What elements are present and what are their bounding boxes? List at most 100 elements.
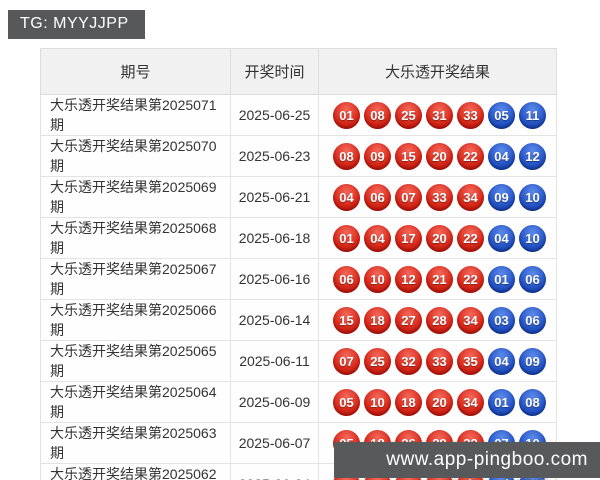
site-footer-bar: www.app-pingboo.com bbox=[334, 442, 600, 478]
front-ball: 28 bbox=[426, 306, 453, 334]
table-row: 大乐透开奖结果第2025068期 2025-06-18 01 04 17 20 22 04… bbox=[40, 217, 557, 259]
front-ball: 04 bbox=[364, 224, 391, 252]
table-row: 大乐透开奖结果第2025064期 2025-06-09 05 10 18 20 34 01… bbox=[40, 381, 557, 423]
issue-cell: 大乐透开奖结果第2025062期 bbox=[40, 463, 231, 480]
issue-cell: 大乐透开奖结果第2025065期 bbox=[40, 340, 231, 382]
front-ball: 07 bbox=[333, 347, 360, 375]
front-ball: 06 bbox=[364, 183, 391, 211]
issue-cell: 大乐透开奖结果第2025067期 bbox=[40, 258, 231, 300]
table-row: 大乐透开奖结果第2025069期 2025-06-21 04 06 07 33 34 09… bbox=[40, 176, 557, 218]
front-ball: 01 bbox=[333, 224, 360, 252]
back-ball: 10 bbox=[519, 183, 546, 211]
balls: 06 10 12 21 22 01 06 bbox=[333, 265, 556, 293]
header-result: 大乐透开奖结果 bbox=[318, 48, 557, 95]
back-ball: 04 bbox=[488, 142, 515, 170]
result-cell: 07 25 32 33 35 04 09 bbox=[318, 340, 557, 382]
table-row: 大乐透开奖结果第2025066期 2025-06-14 15 18 27 28 34 03… bbox=[40, 299, 557, 341]
front-ball: 22 bbox=[457, 265, 484, 293]
front-ball: 22 bbox=[457, 142, 484, 170]
front-ball: 07 bbox=[395, 183, 422, 211]
back-ball: 08 bbox=[519, 388, 546, 416]
back-ball: 01 bbox=[488, 388, 515, 416]
front-ball: 15 bbox=[333, 306, 360, 334]
front-ball: 06 bbox=[333, 265, 360, 293]
results-tbody: 大乐透开奖结果第2025071期 2025-06-25 01 08 25 31 33 05… bbox=[40, 94, 557, 480]
date-cell: 2025-06-18 bbox=[230, 217, 319, 259]
balls: 08 09 15 20 22 04 12 bbox=[333, 142, 556, 170]
balls: 01 04 17 20 22 04 10 bbox=[333, 224, 556, 252]
back-ball: 06 bbox=[519, 265, 546, 293]
balls: 04 06 07 33 34 09 10 bbox=[333, 183, 556, 211]
front-ball: 34 bbox=[457, 388, 484, 416]
front-ball: 18 bbox=[364, 306, 391, 334]
result-cell: 06 10 12 21 22 01 06 bbox=[318, 258, 557, 300]
date-cell: 2025-06-07 bbox=[230, 422, 319, 464]
result-cell: 04 06 07 33 34 09 10 bbox=[318, 176, 557, 218]
balls: 01 08 25 31 33 05 11 bbox=[333, 101, 556, 129]
issue-cell: 大乐透开奖结果第2025069期 bbox=[40, 176, 231, 218]
header-row: 期号 开奖时间 大乐透开奖结果 bbox=[40, 48, 557, 95]
front-ball: 20 bbox=[426, 142, 453, 170]
back-ball: 12 bbox=[519, 142, 546, 170]
front-ball: 20 bbox=[426, 224, 453, 252]
back-ball: 11 bbox=[519, 101, 546, 129]
front-ball: 35 bbox=[457, 347, 484, 375]
table-row: 大乐透开奖结果第2025071期 2025-06-25 01 08 25 31 33 05… bbox=[40, 94, 557, 136]
table-header: 期号 开奖时间 大乐透开奖结果 bbox=[40, 48, 557, 95]
balls: 07 25 32 33 35 04 09 bbox=[333, 347, 556, 375]
issue-cell: 大乐透开奖结果第2025064期 bbox=[40, 381, 231, 423]
date-cell: 2025-06-11 bbox=[230, 340, 319, 382]
date-cell: 2025-06-09 bbox=[230, 381, 319, 423]
date-cell: 2025-06-21 bbox=[230, 176, 319, 218]
date-cell: 2025-06-14 bbox=[230, 299, 319, 341]
front-ball: 27 bbox=[395, 306, 422, 334]
back-ball: 06 bbox=[519, 306, 546, 334]
front-ball: 08 bbox=[333, 142, 360, 170]
result-cell: 01 08 25 31 33 05 11 bbox=[318, 94, 557, 136]
header-draw-time: 开奖时间 bbox=[230, 48, 319, 95]
front-ball: 05 bbox=[333, 388, 360, 416]
balls: 15 18 27 28 34 03 06 bbox=[333, 306, 556, 334]
lottery-results-table: 期号 开奖时间 大乐透开奖结果 大乐透开奖结果第2025071期 2025-06… bbox=[40, 48, 557, 480]
tg-badge-label: TG: MYYJJPP bbox=[20, 15, 129, 32]
front-ball: 34 bbox=[457, 306, 484, 334]
date-cell: 2025-06-25 bbox=[230, 94, 319, 136]
header-issue: 期号 bbox=[40, 48, 231, 95]
front-ball: 01 bbox=[333, 101, 360, 129]
back-ball: 09 bbox=[488, 183, 515, 211]
balls: 05 10 18 20 34 01 08 bbox=[333, 388, 556, 416]
table-row: 大乐透开奖结果第2025067期 2025-06-16 06 10 12 21 22 01… bbox=[40, 258, 557, 300]
back-ball: 04 bbox=[488, 224, 515, 252]
table-row: 大乐透开奖结果第2025065期 2025-06-11 07 25 32 33 35 04… bbox=[40, 340, 557, 382]
table-row: 大乐透开奖结果第2025070期 2025-06-23 08 09 15 20 22 04… bbox=[40, 135, 557, 177]
front-ball: 20 bbox=[426, 388, 453, 416]
front-ball: 33 bbox=[426, 347, 453, 375]
front-ball: 10 bbox=[364, 388, 391, 416]
result-cell: 15 18 27 28 34 03 06 bbox=[318, 299, 557, 341]
date-cell: 2025-06-04 bbox=[230, 463, 319, 480]
front-ball: 25 bbox=[395, 101, 422, 129]
front-ball: 22 bbox=[457, 224, 484, 252]
issue-cell: 大乐透开奖结果第2025063期 bbox=[40, 422, 231, 464]
tg-badge: TG: MYYJJPP bbox=[8, 10, 145, 39]
issue-cell: 大乐透开奖结果第2025070期 bbox=[40, 135, 231, 177]
date-cell: 2025-06-16 bbox=[230, 258, 319, 300]
back-ball: 09 bbox=[519, 347, 546, 375]
front-ball: 33 bbox=[426, 183, 453, 211]
back-ball: 03 bbox=[488, 306, 515, 334]
issue-cell: 大乐透开奖结果第2025071期 bbox=[40, 94, 231, 136]
front-ball: 21 bbox=[426, 265, 453, 293]
date-cell: 2025-06-23 bbox=[230, 135, 319, 177]
front-ball: 10 bbox=[364, 265, 391, 293]
front-ball: 31 bbox=[426, 101, 453, 129]
front-ball: 25 bbox=[364, 347, 391, 375]
front-ball: 32 bbox=[395, 347, 422, 375]
issue-cell: 大乐透开奖结果第2025066期 bbox=[40, 299, 231, 341]
front-ball: 18 bbox=[395, 388, 422, 416]
result-cell: 01 04 17 20 22 04 10 bbox=[318, 217, 557, 259]
front-ball: 04 bbox=[333, 183, 360, 211]
result-cell: 08 09 15 20 22 04 12 bbox=[318, 135, 557, 177]
back-ball: 04 bbox=[488, 347, 515, 375]
back-ball: 01 bbox=[488, 265, 515, 293]
issue-cell: 大乐透开奖结果第2025068期 bbox=[40, 217, 231, 259]
